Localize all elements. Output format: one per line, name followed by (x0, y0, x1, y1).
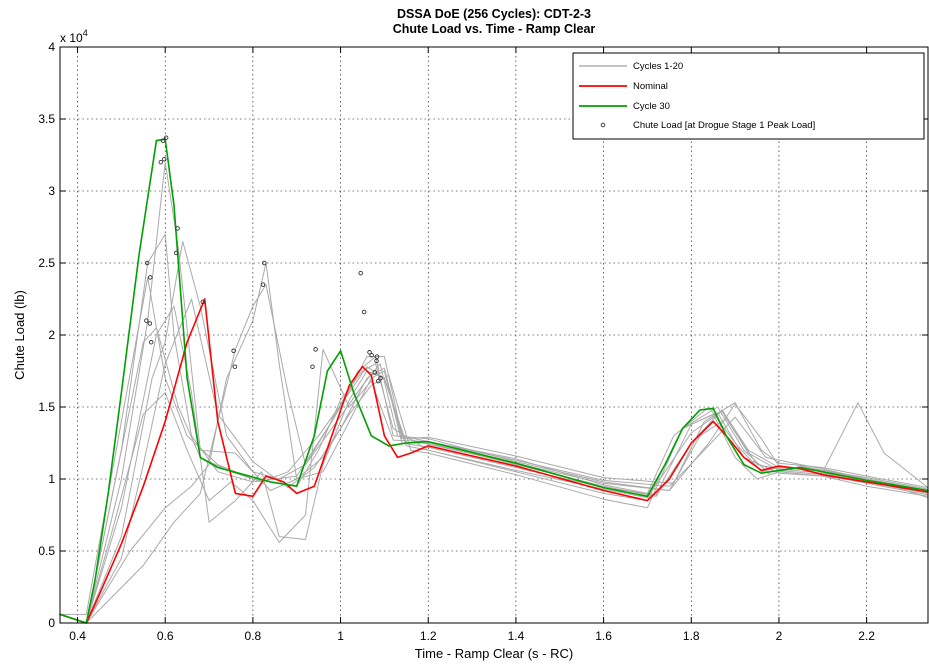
x-tick-labels: 0.4 0.6 0.8 1 1.2 1.4 1.6 1.8 2 2.2 (69, 629, 875, 643)
x-tick-label: 0.8 (245, 629, 262, 643)
legend-label-cycle-30: Cycle 30 (633, 101, 670, 112)
peak-load-marker (144, 260, 150, 266)
peak-load-marker (148, 339, 154, 345)
peak-load-marker (144, 318, 149, 323)
y-tick-label: 0.5 (38, 544, 55, 558)
peak-load-marker (310, 364, 315, 369)
peak-load-marker (376, 378, 381, 384)
legend: Cycles 1-20 Nominal Cycle 30 Chute Load … (572, 52, 925, 140)
peak-load-marker (260, 282, 266, 287)
peak-load-marker (158, 159, 164, 165)
y-tick-labels: 0 0.5 1 1.5 2 2.5 3 3.5 4 (38, 40, 55, 630)
peak-load-marker (148, 275, 153, 280)
peak-load-marker (160, 138, 166, 143)
peak-load-marker (231, 348, 236, 354)
series-line-cycles-1-20 (85, 348, 929, 624)
series-line-cycle-30 (59, 138, 929, 624)
x-tick-label: 1.8 (683, 629, 700, 643)
peak-load-marker (200, 299, 206, 305)
x-tick-label: 0.4 (69, 629, 86, 643)
series-line-cycles-1-20 (85, 298, 929, 624)
x-tick-label: 1 (337, 629, 344, 643)
peak-load-marker (378, 375, 383, 381)
y-tick-label: 4 (48, 40, 55, 54)
peak-load-marker (173, 250, 179, 256)
peak-load-marker (175, 226, 180, 231)
peak-load-marker (232, 364, 238, 369)
peak-load-marker (162, 157, 167, 162)
peak-load-marker (163, 135, 169, 140)
series-line-cycles-1-20 (85, 262, 929, 624)
legend-box (572, 52, 925, 140)
y-exponent-power: 4 (83, 28, 88, 38)
grid (60, 47, 928, 623)
legend-marker-peak-load (600, 122, 606, 128)
x-tick-label: 1.4 (508, 629, 525, 643)
series-line-nominal (59, 298, 929, 624)
x-tick-label: 1.2 (420, 629, 437, 643)
peak-load-marker (262, 260, 267, 266)
y-tick-label: 3 (48, 184, 55, 198)
peak-load-marker (369, 352, 374, 358)
series-layer (59, 138, 929, 624)
y-exponent-base: x 10 (60, 31, 83, 45)
y-tick-label: 1 (48, 472, 55, 486)
x-tick-label: 1.6 (595, 629, 612, 643)
chart-title-line-2: Chute Load vs. Time - Ramp Clear (393, 22, 596, 36)
peak-load-marker (374, 358, 379, 364)
legend-label-nominal: Nominal (633, 81, 668, 92)
chart-title-line-1: DSSA DoE (256 Cycles): CDT-2-3 (397, 7, 591, 21)
series-line-cycles-1-20 (85, 161, 929, 624)
y-tick-label: 1.5 (38, 400, 55, 414)
y-tick-label: 3.5 (38, 112, 55, 126)
y-exponent-label: x 104 (60, 28, 88, 45)
y-tick-label: 0 (48, 616, 55, 630)
peak-load-marker (313, 347, 318, 352)
peak-load-marker (358, 270, 363, 276)
legend-label-peak-load: Chute Load [at Drogue Stage 1 Peak Load] (633, 120, 815, 131)
peak-load-marker (361, 309, 367, 315)
x-axis-label: Time - Ramp Clear (s - RC) (415, 646, 573, 661)
peak-load-marker (147, 321, 153, 326)
legend-label-cycles: Cycles 1-20 (633, 61, 683, 72)
ticks (60, 46, 928, 624)
peak-load-marker (367, 350, 372, 355)
peak-load-marker (374, 354, 380, 359)
peak-load-marker (372, 370, 378, 375)
y-tick-label: 2 (48, 328, 55, 342)
x-tick-label: 2.2 (858, 629, 875, 643)
y-axis-label: Chute Load (lb) (12, 290, 27, 380)
series-line-cycles-1-20 (85, 305, 929, 624)
marker-layer (144, 135, 383, 384)
x-tick-label: 0.6 (157, 629, 174, 643)
x-tick-label: 2 (776, 629, 783, 643)
y-tick-label: 2.5 (38, 256, 55, 270)
